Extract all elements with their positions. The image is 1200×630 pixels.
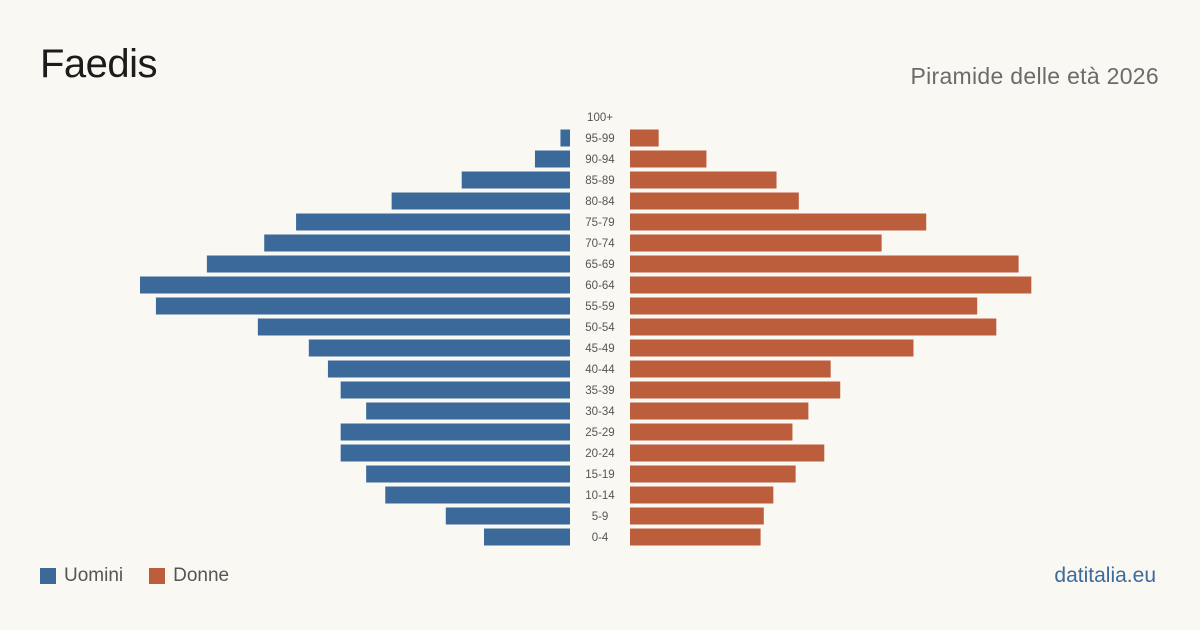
bar-women-60-64 [630, 276, 1032, 294]
chart-subtitle: Piramide delle età 2026 [910, 63, 1159, 89]
bar-men-55-59 [155, 297, 571, 315]
bar-men-85-89 [461, 171, 570, 189]
bar-men-60-64 [140, 276, 570, 294]
legend: Uomini Donne [40, 565, 255, 587]
bar-men-0-4 [484, 528, 570, 546]
bar-men-40-44 [327, 360, 570, 378]
bar-men-5-9 [445, 507, 570, 525]
bar-women-75-79 [630, 213, 927, 231]
legend-label-men: Uomini [64, 565, 124, 586]
legend-item-women: Donne [149, 565, 229, 587]
women-bars [630, 129, 1032, 546]
bar-men-30-34 [366, 402, 570, 420]
bar-men-25-29 [340, 423, 570, 441]
bar-men-90-94 [534, 150, 570, 168]
bar-women-65-69 [630, 255, 1019, 273]
age-label-0-4: 0-4 [592, 532, 609, 544]
age-label-30-34: 30-34 [585, 406, 615, 418]
age-label-55-59: 55-59 [585, 301, 614, 313]
bar-women-40-44 [630, 360, 831, 378]
site-link[interactable]: datitalia.eu [1054, 564, 1156, 587]
bar-men-50-54 [257, 318, 570, 336]
bar-women-50-54 [630, 318, 997, 336]
bar-women-30-34 [630, 402, 809, 420]
bar-women-80-84 [630, 192, 799, 210]
age-label-15-19: 15-19 [585, 469, 614, 481]
age-label-35-39: 35-39 [585, 385, 614, 397]
age-label-85-89: 85-89 [585, 175, 614, 187]
bar-women-25-29 [630, 423, 793, 441]
age-label-90-94: 90-94 [585, 154, 615, 166]
age-label-10-14: 10-14 [585, 490, 615, 502]
bar-men-65-69 [206, 255, 570, 273]
bar-women-15-19 [630, 465, 796, 483]
chart-title: Faedis [40, 42, 158, 86]
bar-men-10-14 [385, 486, 570, 504]
age-labels: 100+ 95-99 90-94 85-89 80-84 75-79 70-74 65-69 6… [585, 112, 615, 544]
bar-women-55-59 [630, 297, 978, 315]
bar-men-95-99 [560, 129, 570, 147]
age-label-5-9: 5-9 [592, 511, 609, 523]
bar-women-95-99 [630, 129, 659, 147]
bar-women-70-74 [630, 234, 882, 252]
age-label-70-74: 70-74 [585, 238, 615, 250]
age-label-80-84: 80-84 [585, 196, 615, 208]
age-label-40-44: 40-44 [585, 364, 615, 376]
bar-women-90-94 [630, 150, 707, 168]
legend-label-women: Donne [173, 565, 230, 586]
bar-men-15-19 [366, 465, 570, 483]
age-label-50-54: 50-54 [585, 322, 615, 334]
legend-swatch-women [149, 568, 166, 584]
men-bars [140, 129, 571, 546]
age-label-25-29: 25-29 [585, 427, 614, 439]
bar-women-20-24 [630, 444, 825, 462]
bar-men-80-84 [391, 192, 570, 210]
age-label-100plus: 100+ [587, 112, 613, 124]
legend-swatch-men [40, 568, 56, 584]
legend-item-men: Uomini [40, 565, 123, 587]
age-label-20-24: 20-24 [585, 448, 615, 460]
bar-women-85-89 [630, 171, 777, 189]
age-label-65-69: 65-69 [585, 259, 614, 271]
bar-women-10-14 [630, 486, 774, 504]
bar-men-45-49 [308, 339, 570, 357]
age-label-60-64: 60-64 [585, 280, 615, 292]
bar-men-20-24 [340, 444, 570, 462]
bar-men-35-39 [340, 381, 570, 399]
age-label-75-79: 75-79 [585, 217, 614, 229]
bar-women-0-4 [630, 528, 761, 546]
age-label-45-49: 45-49 [585, 343, 614, 355]
bar-women-45-49 [630, 339, 914, 357]
bar-men-75-79 [296, 213, 570, 231]
bar-women-35-39 [630, 381, 841, 399]
bar-men-70-74 [264, 234, 570, 252]
bar-women-5-9 [630, 507, 764, 525]
age-label-95-99: 95-99 [585, 133, 614, 145]
